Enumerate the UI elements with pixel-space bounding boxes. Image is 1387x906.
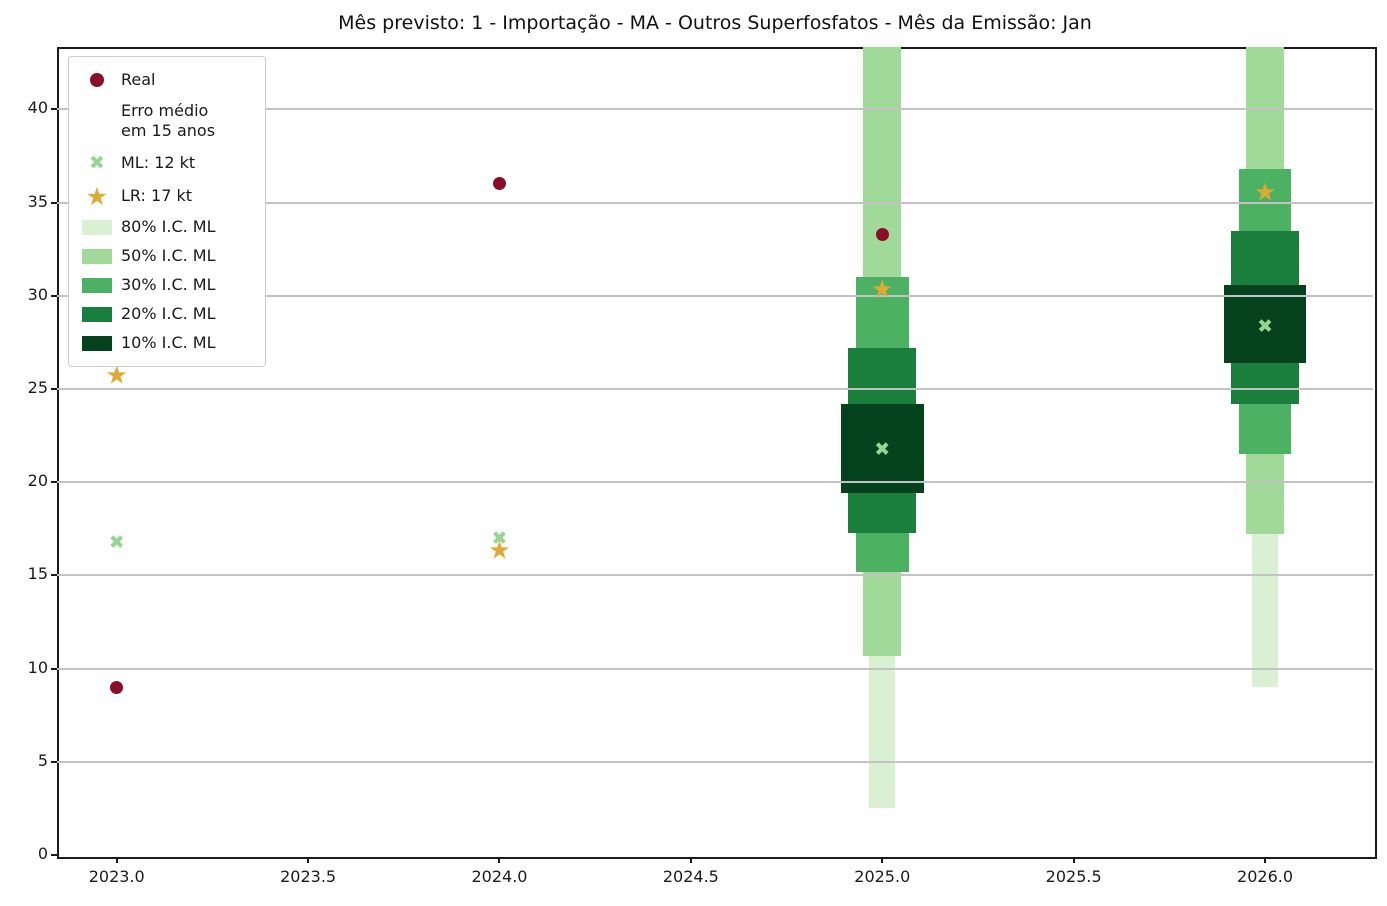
- real-marker: [875, 227, 889, 241]
- ci-band-bar-10: [840, 403, 924, 494]
- y-axis-tick-label: 20: [27, 471, 48, 491]
- ml-x-icon: ✖: [89, 152, 105, 174]
- legend-item: Erro médio em 15 anos: [73, 95, 259, 147]
- ci-patch-icon: [82, 278, 112, 293]
- legend: Real Erro médio em 15 anos ✖ ML: 12 kt ★ LR: …: [68, 56, 266, 367]
- real-dot-icon: [90, 73, 104, 87]
- y-axis-tick: [51, 201, 57, 204]
- legend-marker-cell: [73, 307, 121, 322]
- x-axis-tick: [115, 857, 118, 863]
- real-marker: [110, 680, 124, 694]
- legend-item-label: 50% I.C. ML: [121, 246, 216, 266]
- legend-item-label: LR: 17 kt: [121, 186, 192, 206]
- legend-item-label: 30% I.C. ML: [121, 275, 216, 295]
- ci-patch-icon: [82, 249, 112, 264]
- y-axis-tick: [51, 108, 57, 111]
- gridline: [57, 667, 1373, 670]
- gridline: [57, 760, 1373, 763]
- x-axis-tick-label: 2026.0: [1237, 867, 1294, 886]
- x-axis-tick: [1072, 857, 1075, 863]
- y-axis-tick: [51, 574, 57, 577]
- legend-item: 80% I.C. ML: [73, 213, 259, 242]
- legend-marker-cell: [73, 249, 121, 264]
- x-axis-tick: [498, 857, 501, 863]
- y-axis-tick: [51, 388, 57, 391]
- x-axis-tick: [689, 857, 692, 863]
- lr-marker: ★: [488, 535, 511, 565]
- x-axis-tick-label: 2025.5: [1045, 867, 1102, 886]
- legend-item: Real: [73, 65, 259, 95]
- y-axis-tick: [51, 854, 57, 856]
- gridline: [57, 294, 1373, 297]
- ci-band-bar-10: [1223, 284, 1307, 363]
- plot-area: [57, 47, 1377, 859]
- x-axis-tick: [307, 857, 310, 863]
- x-axis-tick-label: 2023.5: [280, 867, 337, 886]
- lr-marker: ★: [871, 274, 894, 304]
- y-axis-tick-label: 35: [27, 191, 48, 211]
- gridline: [57, 388, 1373, 391]
- legend-marker-cell: [73, 220, 121, 235]
- legend-item-label: 20% I.C. ML: [121, 304, 216, 324]
- x-axis-tick-label: 2025.0: [854, 867, 911, 886]
- gridline: [57, 481, 1373, 484]
- legend-item-label: 80% I.C. ML: [121, 217, 216, 237]
- y-axis-tick-label: 30: [27, 284, 48, 304]
- lr-star-icon: ★: [85, 182, 109, 211]
- legend-item: 10% I.C. ML: [73, 329, 259, 358]
- lr-marker: ★: [1253, 177, 1277, 207]
- legend-item: ★ LR: 17 kt: [73, 180, 259, 213]
- y-axis-tick: [51, 760, 57, 763]
- legend-item: 50% I.C. ML: [73, 242, 259, 271]
- y-axis-tick-label: 40: [27, 98, 48, 118]
- y-axis-tick: [51, 481, 57, 484]
- legend-marker-cell: [73, 73, 121, 87]
- y-axis-tick: [51, 294, 57, 297]
- ml-marker: ✖: [108, 531, 125, 554]
- y-axis-tick-label: 25: [27, 378, 48, 398]
- ci-patch-icon: [82, 307, 112, 322]
- gridline: [57, 574, 1373, 577]
- legend-marker-cell: [73, 278, 121, 293]
- x-axis-tick: [881, 857, 884, 863]
- ci-patch-icon: [82, 336, 112, 351]
- y-axis-tick-label: 10: [27, 657, 48, 677]
- gridline: [57, 201, 1373, 204]
- ci-patch-icon: [82, 220, 112, 235]
- legend-marker-cell: [73, 336, 121, 351]
- legend-item-label: Real: [121, 69, 156, 89]
- x-axis-tick-label: 2024.0: [471, 867, 528, 886]
- gridline: [57, 108, 1373, 111]
- x-axis-tick: [1264, 857, 1267, 863]
- legend-item: 20% I.C. ML: [73, 300, 259, 329]
- ml-marker: ✖: [874, 438, 891, 461]
- x-axis-tick-label: 2024.5: [662, 867, 719, 886]
- real-marker: [492, 177, 506, 191]
- ml-marker: ✖: [1257, 315, 1274, 338]
- legend-marker-cell: ✖: [73, 154, 121, 173]
- legend-item-label: Erro médio em 15 anos: [121, 100, 216, 140]
- y-axis-tick-label: 0: [37, 844, 48, 863]
- chart-title: Mês previsto: 1 - Importação - MA - Outr…: [338, 12, 1092, 34]
- y-axis-tick: [51, 667, 57, 670]
- legend-item: ✖ ML: 12 kt: [73, 147, 259, 180]
- y-axis-tick-label: 5: [37, 750, 48, 770]
- y-axis-tick-label: 15: [27, 564, 48, 584]
- x-axis-tick-label: 2023.0: [88, 867, 145, 886]
- legend-marker-cell: ★: [73, 184, 121, 209]
- ml-marker: ✖: [491, 527, 508, 550]
- legend-item: 30% I.C. ML: [73, 271, 259, 300]
- legend-item-label: 10% I.C. ML: [121, 333, 216, 353]
- lr-marker: ★: [105, 360, 128, 390]
- plot-clip: [57, 47, 1373, 855]
- legend-item-label: ML: 12 kt: [121, 153, 196, 173]
